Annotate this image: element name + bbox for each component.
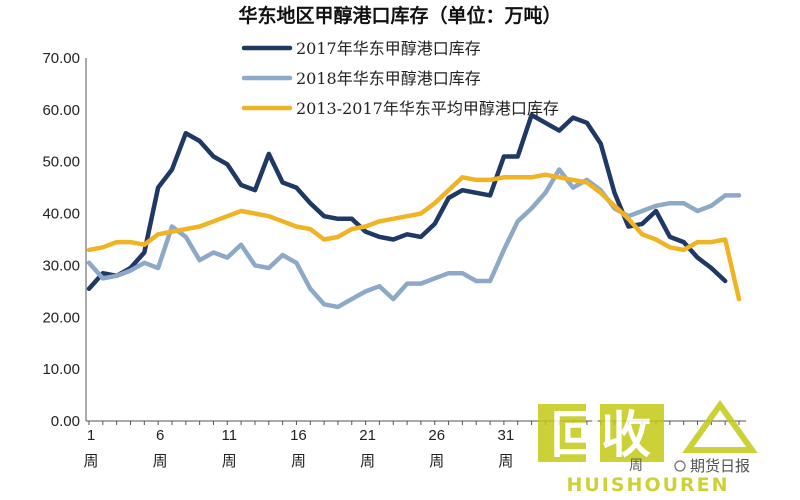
watermark-source: 期货日报	[690, 457, 750, 475]
x-tick-label: 6	[156, 427, 164, 444]
x-tick-label: 26	[428, 427, 445, 444]
y-tick-label: 50.00	[42, 154, 80, 171]
series-line-3	[86, 172, 742, 302]
x-tick-label-unit: 周	[153, 453, 168, 470]
x-tick-label: 11	[222, 427, 238, 444]
y-tick-label: 20.00	[42, 309, 80, 326]
x-tick-label-unit: 周	[222, 453, 237, 470]
y-tick-label: 30.00	[42, 257, 80, 274]
series-line-1	[86, 112, 728, 292]
legend: 2017年华东甲醇港口库存 2018年华东甲醇港口库存 2013-2017年华东平均…	[241, 39, 559, 118]
wechat-icon	[674, 460, 686, 472]
x-axis: 1 周 6 周 11 周 16 周 21 周 26 周 31 周	[83, 420, 746, 470]
watermark-triangle-icon	[682, 399, 758, 453]
y-tick-label: 10.00	[42, 361, 80, 378]
x-tick-label-unit: 周	[360, 453, 375, 470]
y-tick-label: 60.00	[42, 102, 80, 119]
chart-title: 华东地区甲醇港口库存（单位：万吨）	[238, 4, 561, 27]
watermark: 回收 HUISHOUREN 周 期货日报	[538, 399, 758, 496]
x-tick-label: 16	[290, 427, 307, 444]
y-tick-label: 40.00	[42, 206, 80, 223]
legend-label-1: 2017年华东甲醇港口库存	[296, 39, 481, 58]
watermark-logo-box-1	[538, 404, 586, 462]
legend-label-2: 2018年华东甲醇港口库存	[296, 69, 481, 88]
x-tick-label-unit: 周	[291, 453, 306, 470]
legend-label-3: 2013-2017年华东平均甲醇港口库存	[296, 99, 559, 118]
x-tick-label-unit: 周	[83, 453, 98, 470]
watermark-partial-label: 周	[629, 458, 643, 474]
series-lines	[86, 112, 742, 310]
y-tick-label: 70.00	[42, 50, 80, 67]
x-tick-label: 21	[359, 427, 376, 444]
watermark-sub-text: HUISHOUREN	[566, 474, 729, 496]
watermark-logo-box-2	[600, 404, 664, 462]
x-tick-label: 1	[87, 427, 95, 444]
y-axis: 0.00 10.00 20.00 30.00 40.00 50.00 60.00 70.00	[42, 50, 87, 430]
x-tick-label: 31	[498, 427, 515, 444]
watermark-logo-text: 回收	[551, 406, 651, 464]
y-tick-label: 0.00	[51, 413, 80, 430]
x-tick-label-unit: 周	[429, 453, 444, 470]
series-line-2	[86, 167, 742, 310]
x-tick-label-unit: 周	[498, 453, 513, 470]
